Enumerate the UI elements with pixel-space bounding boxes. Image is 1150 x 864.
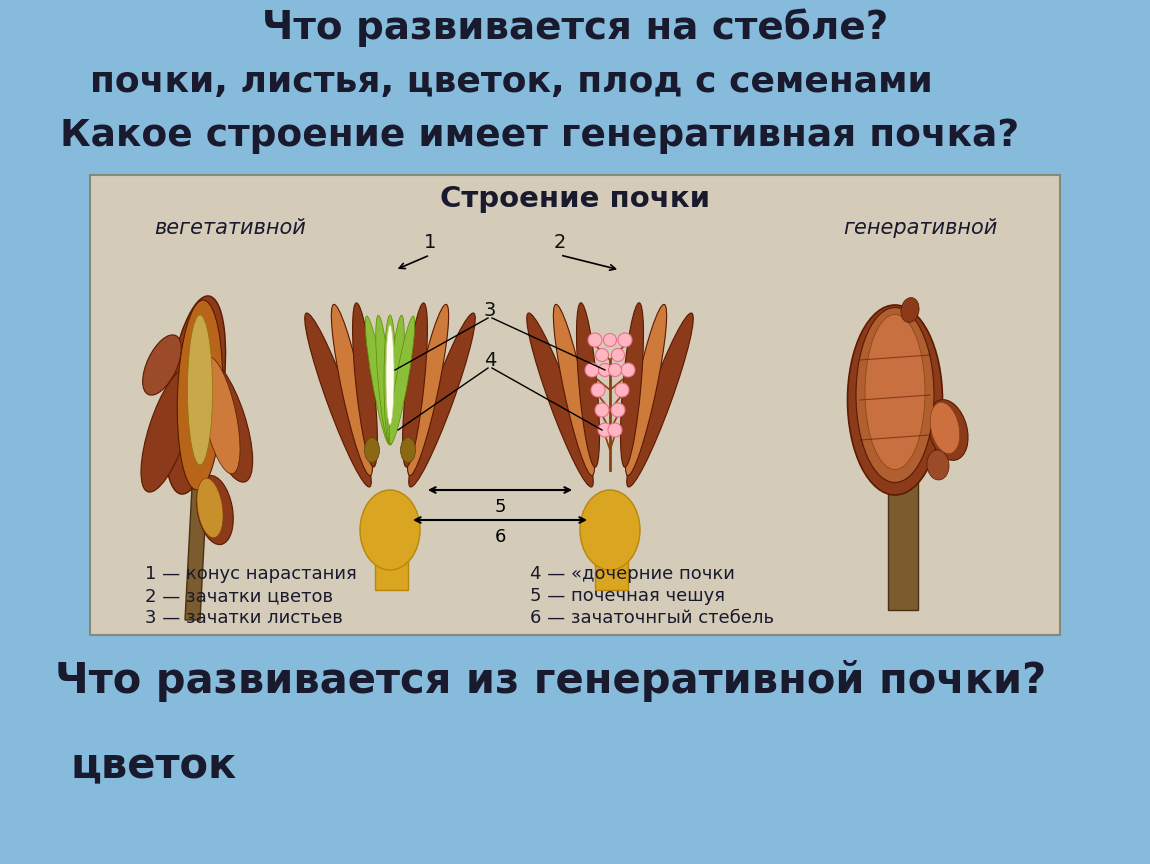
Ellipse shape — [598, 364, 612, 377]
Ellipse shape — [928, 400, 968, 461]
Ellipse shape — [366, 316, 391, 444]
Ellipse shape — [198, 358, 253, 482]
Text: 3 — зачатки листьев: 3 — зачатки листьев — [145, 609, 343, 627]
Ellipse shape — [360, 490, 420, 570]
Ellipse shape — [900, 297, 919, 322]
Text: Что развивается из генеративной почки?: Что развивается из генеративной почки? — [55, 660, 1046, 702]
Text: 1 — конус нарастания: 1 — конус нарастания — [145, 565, 356, 583]
Ellipse shape — [408, 313, 475, 487]
Ellipse shape — [930, 403, 960, 454]
Ellipse shape — [627, 313, 693, 487]
Text: Строение почки: Строение почки — [440, 185, 710, 213]
Ellipse shape — [386, 325, 394, 425]
Ellipse shape — [576, 302, 599, 467]
Ellipse shape — [591, 383, 605, 397]
Ellipse shape — [611, 403, 624, 417]
Text: почки, листья, цветок, плод с семенами: почки, листья, цветок, плод с семенами — [90, 65, 933, 99]
Ellipse shape — [621, 302, 644, 467]
Text: вегетативной: вегетативной — [154, 218, 306, 238]
Ellipse shape — [612, 348, 624, 361]
Ellipse shape — [197, 475, 233, 544]
Text: Что развивается на стебле?: Что развивается на стебле? — [262, 8, 888, 47]
Ellipse shape — [200, 356, 240, 473]
Ellipse shape — [618, 333, 633, 347]
Ellipse shape — [588, 333, 601, 347]
Ellipse shape — [353, 303, 377, 467]
Text: 6: 6 — [494, 528, 506, 546]
Text: 2: 2 — [554, 232, 566, 251]
Ellipse shape — [407, 304, 448, 475]
Ellipse shape — [585, 363, 599, 377]
Ellipse shape — [927, 450, 949, 480]
Ellipse shape — [376, 315, 392, 445]
Ellipse shape — [848, 305, 943, 495]
Ellipse shape — [553, 304, 595, 475]
Ellipse shape — [621, 363, 635, 377]
Text: 5 — почечная чешуя: 5 — почечная чешуя — [530, 587, 724, 605]
FancyBboxPatch shape — [90, 175, 1060, 635]
Ellipse shape — [187, 315, 213, 465]
Ellipse shape — [331, 304, 373, 475]
Ellipse shape — [608, 364, 621, 377]
Ellipse shape — [384, 315, 396, 445]
Text: цветок: цветок — [70, 745, 236, 787]
Ellipse shape — [580, 490, 641, 570]
Ellipse shape — [626, 304, 667, 475]
Ellipse shape — [141, 368, 196, 492]
Ellipse shape — [388, 315, 405, 445]
Ellipse shape — [365, 437, 380, 462]
Ellipse shape — [197, 479, 223, 537]
Ellipse shape — [389, 316, 415, 444]
Ellipse shape — [164, 295, 225, 494]
Ellipse shape — [856, 308, 934, 482]
Text: Какое строение имеет генеративная почка?: Какое строение имеет генеративная почка? — [60, 118, 1019, 154]
Text: 6 — зачаточнгый стебель: 6 — зачаточнгый стебель — [530, 609, 774, 627]
Polygon shape — [375, 520, 408, 590]
Polygon shape — [888, 350, 918, 610]
Text: 4: 4 — [484, 351, 496, 370]
Ellipse shape — [615, 383, 629, 397]
Ellipse shape — [305, 313, 371, 487]
Ellipse shape — [177, 300, 223, 490]
Ellipse shape — [143, 335, 182, 395]
Polygon shape — [185, 430, 210, 620]
Ellipse shape — [604, 334, 616, 346]
Text: 5: 5 — [494, 498, 506, 516]
Text: 4 — «дочерние почки: 4 — «дочерние почки — [530, 565, 735, 583]
Ellipse shape — [598, 423, 612, 437]
Ellipse shape — [865, 314, 925, 469]
Ellipse shape — [402, 303, 428, 467]
Text: 2 — зачатки цветов: 2 — зачатки цветов — [145, 587, 334, 605]
Text: 3: 3 — [484, 301, 496, 320]
Text: 1: 1 — [424, 232, 436, 251]
Text: генеративной: генеративной — [843, 218, 997, 238]
Ellipse shape — [608, 423, 622, 437]
Ellipse shape — [595, 403, 610, 417]
Polygon shape — [595, 520, 628, 590]
Ellipse shape — [400, 437, 415, 462]
Ellipse shape — [527, 313, 593, 487]
Ellipse shape — [596, 348, 608, 361]
